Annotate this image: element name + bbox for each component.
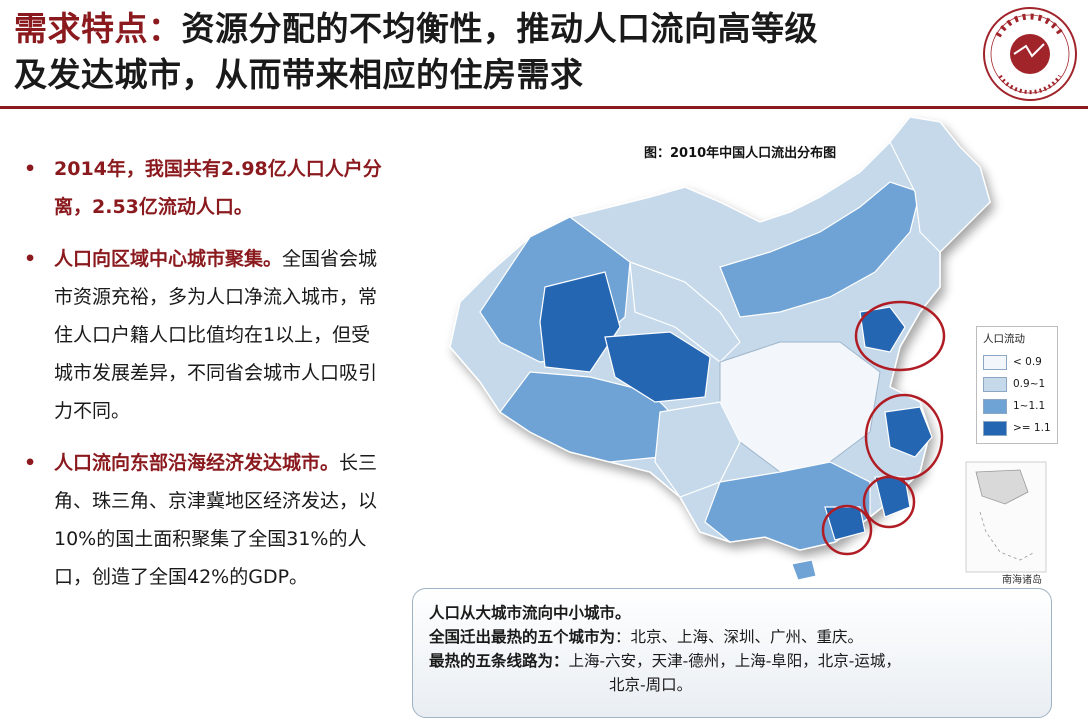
- legend-label: 1~1.1: [1013, 400, 1046, 412]
- legend-label: < 0.9: [1013, 356, 1042, 368]
- bullet-item: • 2014年，我国共有2.98亿人口人户分离，2.53亿流动人口。: [22, 150, 382, 226]
- legend-item: < 0.9: [983, 351, 1051, 373]
- callout-label: 全国迁出最热的五个城市为: [429, 628, 616, 646]
- title-line1: 资源分配的不均衡性，推动人口流向高等级: [181, 9, 818, 48]
- map-title: 图：2010年中国人口流出分布图: [644, 146, 837, 161]
- bullet-bold-text: 人口流向东部沿海经济发达城市。: [54, 452, 340, 474]
- page-title: 需求特点：资源分配的不均衡性，推动人口流向高等级 及发达城市，从而带来相应的住房…: [14, 6, 974, 98]
- china-population-map: [449, 116, 1047, 581]
- title-divider: [0, 106, 1088, 109]
- callout-text: ：北京、上海、深圳、广州、重庆。: [615, 628, 864, 646]
- bullet-item: • 人口向区域中心城市聚集。全国省会城市资源充裕，多为人口净流入城市，常住人口户…: [22, 240, 382, 430]
- callout-label: 最热的五条线路为：: [429, 652, 569, 670]
- callout-line-1: 人口从大城市流向中小城市。: [429, 604, 631, 622]
- map-region-qinghai: [604, 331, 711, 403]
- bullet-marker: •: [24, 158, 37, 180]
- legend-swatch: [983, 376, 1007, 392]
- map-region-gansu: [629, 261, 741, 363]
- bullet-marker: •: [24, 248, 37, 270]
- map-legend: 人口流动 < 0.9 0.9~1 1~1.1 >= 1.1: [976, 326, 1058, 444]
- title-highlight: 需求特点：: [14, 9, 182, 48]
- callout-box: 人口从大城市流向中小城市。 全国迁出最热的五个城市为：北京、上海、深圳、广州、重…: [412, 588, 1052, 718]
- legend-swatch: [983, 398, 1007, 414]
- map-region-south: [704, 461, 871, 551]
- map-region-yangtze-delta: [884, 406, 933, 458]
- map-region-xinjiang-south: [539, 271, 621, 373]
- highlight-circle-fujian: [862, 475, 916, 529]
- legend-item: 1~1.1: [983, 395, 1051, 417]
- bullet-text: 全国省会城市资源充裕，多为人口净流入城市，常住人口户籍人口比值均在1以上，但受城…: [54, 248, 378, 422]
- bullet-item: • 人口流向东部沿海经济发达城市。长三角、珠三角、京津冀地区经济发达，以10%的…: [22, 444, 382, 596]
- china-index-academy-logo: [983, 7, 1077, 101]
- legend-item: >= 1.1: [983, 417, 1051, 439]
- bullet-list: • 2014年，我国共有2.98亿人口人户分离，2.53亿流动人口。 • 人口向…: [22, 150, 382, 610]
- bullet-bold-text: 人口向区域中心城市聚集。: [54, 248, 283, 270]
- legend-swatch: [983, 354, 1007, 370]
- callout-text: 上海-六安，天津-德州，上海-阜阳，北京-运城，: [568, 652, 901, 670]
- bullet-text: 长三角、珠三角、京津冀地区经济发达，以10%的国土面积聚集了全国31%的人口，创…: [54, 452, 378, 588]
- legend-label: >= 1.1: [1013, 422, 1051, 434]
- callout-line-4: 北京-周口。: [609, 676, 693, 694]
- map-region-innermongolia: [719, 181, 921, 318]
- bullet-bold-text: 2014年，我国共有2.98亿人口人户分离，2.53亿流动人口。: [54, 158, 382, 218]
- legend-item: 0.9~1: [983, 373, 1051, 395]
- map-region-northeast: [889, 116, 991, 253]
- callout-line-2: 全国迁出最热的五个城市为：北京、上海、深圳、广州、重庆。: [429, 625, 1035, 649]
- highlight-circle-jingjinji: [854, 300, 946, 372]
- callout-line-3: 最热的五条线路为：上海-六安，天津-德州，上海-阜阳，北京-运城，: [429, 649, 1035, 673]
- highlight-circle-pearl: [821, 504, 873, 556]
- south-china-sea-label: 南海诸岛: [1002, 575, 1042, 586]
- title-line2: 及发达城市，从而带来相应的住房需求: [14, 55, 584, 94]
- map-region-jingjinji: [859, 306, 906, 353]
- highlight-circle-yangtze: [864, 393, 944, 481]
- bullet-marker: •: [24, 452, 37, 474]
- legend-swatch: [983, 420, 1007, 436]
- legend-label: 0.9~1: [1013, 378, 1046, 390]
- legend-title: 人口流动: [983, 333, 1025, 345]
- map-region-hainan: [791, 559, 817, 581]
